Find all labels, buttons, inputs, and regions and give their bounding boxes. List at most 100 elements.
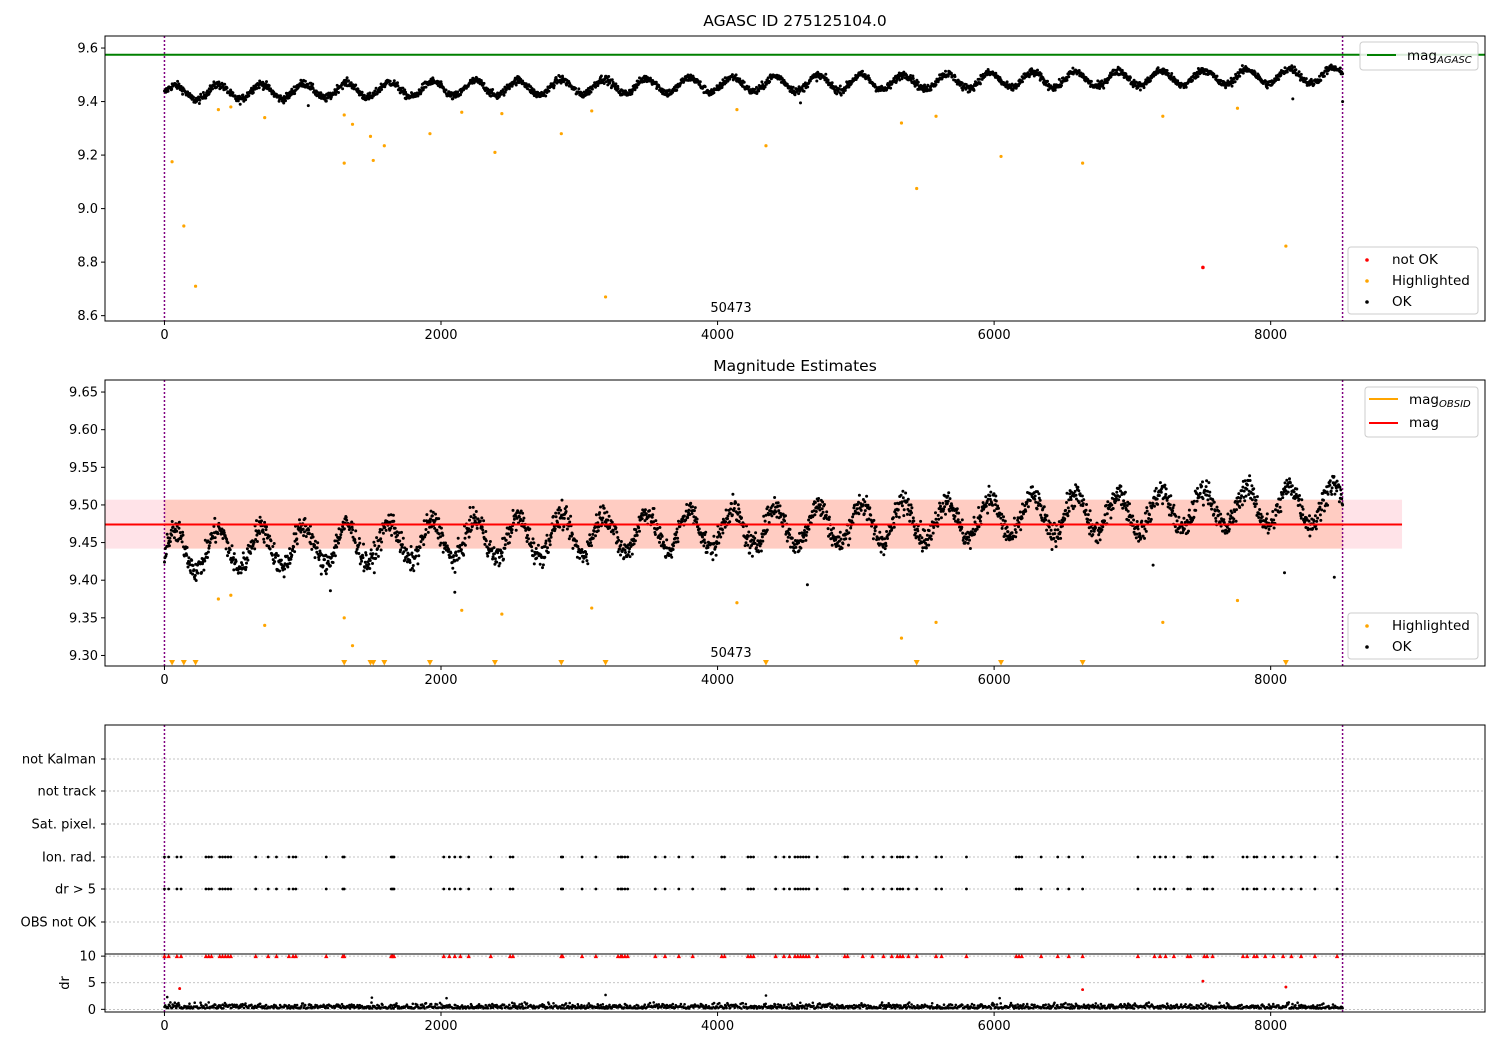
ok-point (619, 540, 623, 543)
ok-point (399, 548, 403, 552)
ok-point (617, 538, 621, 542)
ok-point (748, 551, 752, 555)
ok-point (241, 551, 245, 555)
ok-point (946, 499, 950, 503)
ok-point (368, 559, 372, 562)
ok-point (303, 517, 307, 520)
ok-point (602, 506, 606, 510)
ok-point (221, 537, 225, 540)
ok-point (553, 527, 557, 531)
ok-point (593, 526, 597, 530)
ok-point (237, 571, 241, 575)
ok-point (172, 536, 176, 540)
ok-point (551, 514, 555, 518)
ok-point (268, 534, 272, 538)
ok-point (665, 546, 669, 550)
ok-point (1200, 484, 1204, 488)
ok-point (253, 547, 257, 551)
ok-point (911, 77, 915, 80)
ok-point (1071, 66, 1075, 70)
ok-point (1122, 76, 1126, 79)
ok-point (376, 547, 379, 551)
ok-point (373, 89, 377, 93)
ok-point (1107, 507, 1111, 511)
ok-point (179, 537, 183, 541)
ok-point (574, 86, 578, 90)
ok-point (633, 88, 637, 92)
ok-point (939, 504, 942, 508)
ok-point (374, 556, 378, 560)
ok-point (1094, 526, 1097, 530)
ok-point (1264, 79, 1267, 83)
ok-point (728, 520, 732, 524)
ok-point (441, 533, 445, 537)
ok-point (921, 546, 925, 550)
ok-point (757, 550, 761, 554)
ok-point (1153, 504, 1156, 508)
ok-point (232, 568, 236, 572)
ok-point (227, 551, 231, 555)
ok-point (802, 535, 806, 539)
ok-point (1206, 69, 1209, 73)
ok-point (412, 569, 416, 573)
ok-point (993, 503, 997, 507)
ok-point (1105, 512, 1109, 516)
ok-point (1141, 534, 1145, 538)
ok-point (202, 568, 206, 572)
ok-point (731, 492, 735, 496)
ok-point (207, 546, 211, 550)
ok-point (702, 544, 706, 548)
ok-point (1053, 528, 1057, 532)
ok-point (504, 538, 508, 542)
ok-point (1253, 71, 1257, 74)
ok-point (1053, 88, 1057, 92)
ok-point (481, 531, 485, 535)
ok-point (554, 515, 558, 519)
ok-point (363, 560, 367, 564)
ok-point (821, 500, 825, 504)
ok-point (452, 554, 456, 558)
ok-point (909, 503, 913, 507)
ok-point (957, 511, 961, 515)
ok-point (363, 565, 367, 569)
ok-point (872, 518, 876, 522)
ok-point (324, 572, 328, 576)
ok-point (1065, 491, 1069, 495)
ok-point (548, 543, 552, 547)
ok-point (972, 515, 976, 519)
ok-point (222, 531, 226, 535)
ok-point (594, 513, 598, 517)
ok-point (754, 531, 758, 535)
ok-point (662, 543, 666, 547)
ok-point (1165, 498, 1169, 502)
ok-point (230, 544, 234, 548)
ok-point (364, 553, 368, 557)
ok-point (669, 553, 673, 557)
ok-point (345, 518, 349, 522)
ok-point (638, 76, 641, 80)
ok-point (1033, 494, 1037, 498)
ok-point (698, 80, 702, 84)
ok-point (1212, 512, 1216, 516)
ok-point (508, 535, 512, 538)
ok-point (979, 515, 983, 519)
ok-point (1030, 67, 1034, 71)
ok-point (1182, 516, 1186, 520)
ok-point (901, 496, 905, 500)
ok-point (213, 536, 217, 540)
ok-point (297, 528, 301, 532)
ok-point (534, 547, 538, 550)
ok-point (339, 533, 343, 537)
ok-point (411, 564, 415, 567)
ok-point (319, 572, 323, 576)
ok-point (667, 88, 671, 92)
ok-point (750, 554, 754, 558)
ok-point (1158, 481, 1162, 485)
ok-point (693, 506, 697, 510)
ok-point (484, 530, 488, 533)
ok-point (654, 80, 658, 84)
ok-point (185, 553, 189, 557)
ok-point (1135, 520, 1139, 523)
ok-point (1170, 72, 1174, 75)
ok-point (380, 88, 384, 91)
